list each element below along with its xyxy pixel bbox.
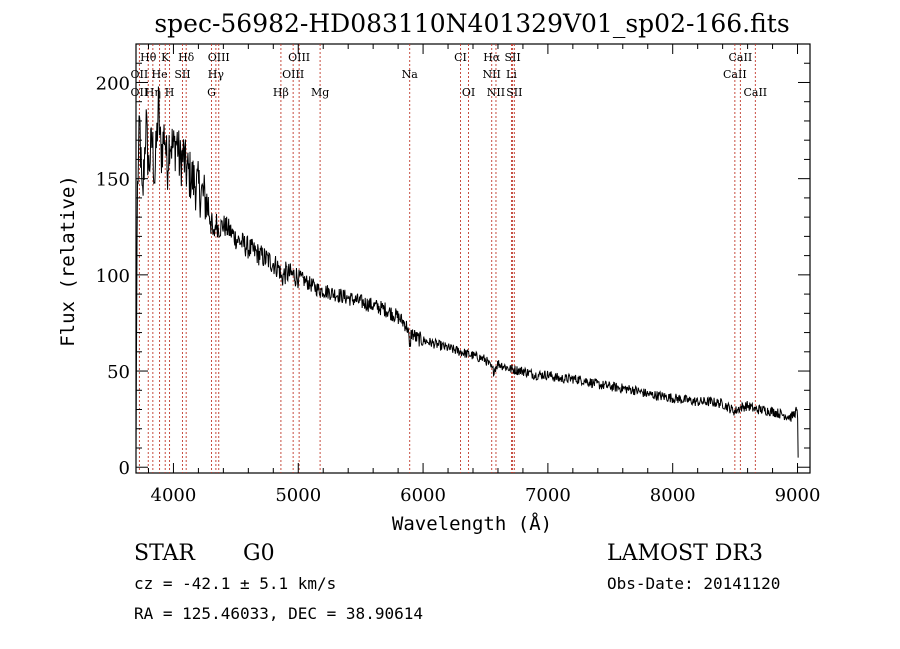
emission-line-label: NII bbox=[483, 68, 501, 81]
emission-line-label: G bbox=[207, 86, 216, 99]
coordinates-text: RA = 125.46033, DEC = 38.90614 bbox=[134, 604, 423, 623]
x-axis-ticks: 4000 5000 6000 7000 8000 9000 bbox=[147, 44, 821, 506]
emission-line-label: NII bbox=[487, 86, 505, 99]
x-tick-label: 5000 bbox=[275, 485, 321, 506]
object-class: STAR bbox=[134, 541, 196, 566]
survey-name: LAMOST DR3 bbox=[607, 541, 763, 566]
y-axis-ticks: 0 50 100 150 200 bbox=[96, 62, 810, 479]
x-axis-label: Wavelength (Å) bbox=[392, 512, 552, 535]
object-subclass: G0 bbox=[243, 541, 275, 566]
emission-line-label: OI bbox=[462, 86, 475, 99]
emission-line-label: K bbox=[161, 51, 170, 64]
emission-line-markers bbox=[138, 44, 756, 473]
emission-line-label: Li bbox=[506, 68, 517, 81]
emission-line-label: Mg bbox=[311, 86, 329, 99]
obs-date-text: Obs-Date: 20141120 bbox=[607, 574, 780, 593]
emission-line-label: SII bbox=[506, 86, 522, 99]
emission-line-label: Na bbox=[402, 68, 419, 81]
emission-line-label: OIII bbox=[288, 51, 310, 64]
emission-line-label: SII bbox=[504, 51, 520, 64]
emission-line-label: OIII bbox=[208, 51, 230, 64]
y-tick-label: 0 bbox=[119, 458, 130, 479]
y-tick-label: 50 bbox=[107, 362, 130, 383]
emission-line-label: OII bbox=[131, 86, 149, 99]
plot-frame bbox=[135, 43, 811, 474]
emission-line-label: CaII bbox=[729, 51, 753, 64]
emission-line-label: Hδ bbox=[178, 51, 195, 64]
y-tick-label: 200 bbox=[96, 73, 130, 94]
redshift-text: cz = -42.1 ± 5.1 km/s bbox=[134, 574, 336, 593]
emission-line-label: Hβ bbox=[273, 86, 289, 99]
x-tick-label: 4000 bbox=[151, 485, 197, 506]
x-tick-label: 6000 bbox=[400, 485, 446, 506]
y-tick-label: 100 bbox=[96, 266, 130, 287]
emission-line-label: CaII bbox=[743, 86, 767, 99]
emission-line-label: H bbox=[165, 86, 175, 99]
emission-line-label: Hγ bbox=[208, 68, 225, 81]
emission-line-label: SII bbox=[174, 68, 190, 81]
x-tick-label: 7000 bbox=[525, 485, 571, 506]
emission-line-label: OII bbox=[131, 68, 149, 81]
emission-line-label: CI bbox=[454, 51, 467, 64]
y-axis-label: Flux (relative) bbox=[57, 175, 79, 347]
x-tick-label: 9000 bbox=[775, 485, 821, 506]
emission-line-label: CaII bbox=[723, 68, 747, 81]
chart-title: spec-56982-HD083110N401329V01_sp02-166.f… bbox=[154, 9, 789, 38]
emission-line-label: Hθ bbox=[140, 51, 157, 64]
emission-line-label: OIII bbox=[282, 68, 304, 81]
emission-line-label: He bbox=[152, 68, 168, 81]
y-tick-label: 150 bbox=[96, 170, 130, 191]
x-tick-label: 8000 bbox=[650, 485, 696, 506]
spectrum-line bbox=[135, 86, 799, 458]
emission-line-label: Hα bbox=[483, 51, 501, 64]
emission-line-label: Hη bbox=[145, 86, 161, 99]
